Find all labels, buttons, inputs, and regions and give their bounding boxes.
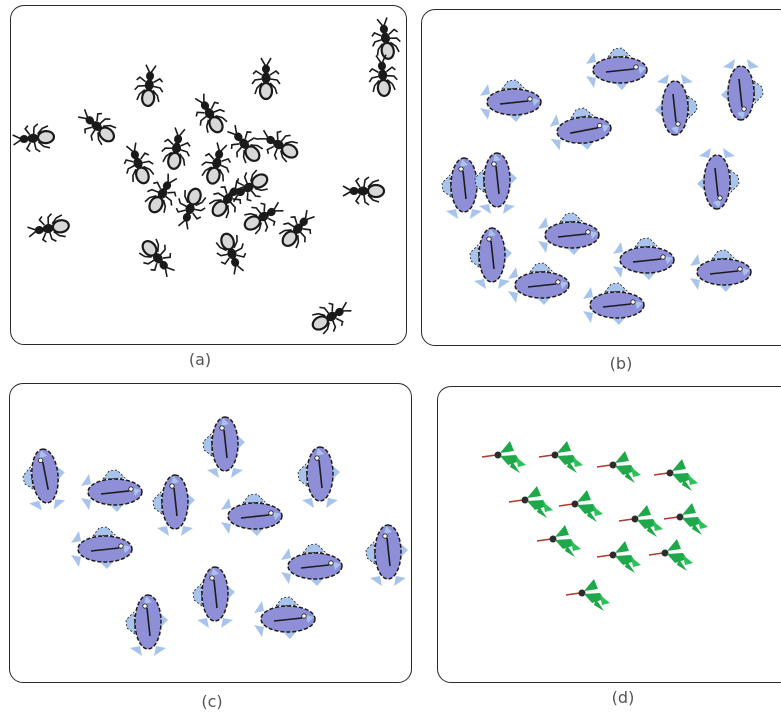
fish	[281, 544, 342, 586]
bird	[539, 441, 583, 473]
bird	[664, 503, 708, 535]
bird	[619, 505, 663, 537]
ant	[198, 140, 236, 187]
ant	[252, 58, 280, 99]
fish	[721, 59, 763, 120]
fish	[366, 525, 408, 586]
ant	[12, 122, 55, 153]
bird	[537, 525, 581, 557]
panel-fish-torus	[421, 9, 781, 346]
fish	[21, 447, 68, 511]
ant	[254, 122, 304, 167]
bird	[597, 451, 641, 483]
ant	[220, 119, 268, 168]
fish	[298, 447, 340, 508]
bird	[509, 486, 553, 518]
ant	[118, 140, 158, 188]
fish	[193, 567, 235, 628]
fish	[480, 80, 541, 122]
fish	[475, 153, 517, 214]
ant	[212, 229, 252, 277]
bird	[566, 579, 610, 611]
ant	[72, 102, 121, 150]
panel-bird-flock	[437, 386, 781, 683]
ant	[187, 89, 232, 139]
ant-swarm-illustration	[11, 6, 407, 345]
fish-disordered-illustration	[10, 384, 412, 683]
bird	[559, 490, 603, 522]
bird	[654, 459, 698, 491]
ant	[159, 126, 194, 171]
fish	[126, 595, 168, 656]
fish	[586, 48, 647, 90]
fish	[470, 228, 512, 289]
ant	[368, 16, 403, 61]
fish	[81, 470, 142, 512]
bird	[649, 539, 693, 571]
bird	[482, 441, 526, 473]
ant	[274, 204, 322, 253]
panel-ant-swarm	[10, 5, 407, 345]
fish	[254, 597, 315, 639]
fish	[71, 527, 132, 569]
fish	[221, 494, 282, 536]
ant	[343, 177, 384, 205]
bird-flock-illustration	[438, 387, 781, 683]
fish	[538, 213, 599, 255]
ant	[170, 184, 210, 232]
ant	[133, 64, 164, 107]
caption-c: (c)	[192, 692, 232, 711]
fish	[697, 148, 739, 209]
ant	[306, 294, 356, 339]
panel-fish-disordered	[9, 383, 412, 683]
fish	[583, 283, 644, 325]
fish	[548, 106, 612, 153]
fish	[690, 250, 751, 292]
fish-torus-illustration	[422, 10, 781, 346]
bird	[597, 541, 641, 573]
fish	[508, 263, 569, 305]
ant	[134, 233, 182, 282]
fish	[613, 238, 674, 280]
caption-d: (d)	[603, 688, 643, 707]
fish	[153, 475, 195, 536]
fish	[203, 417, 245, 478]
ant	[367, 54, 398, 97]
caption-a: (a)	[180, 350, 220, 369]
fish	[442, 158, 484, 219]
ant	[26, 211, 71, 246]
fish	[655, 74, 697, 135]
caption-b: (b)	[601, 354, 641, 373]
